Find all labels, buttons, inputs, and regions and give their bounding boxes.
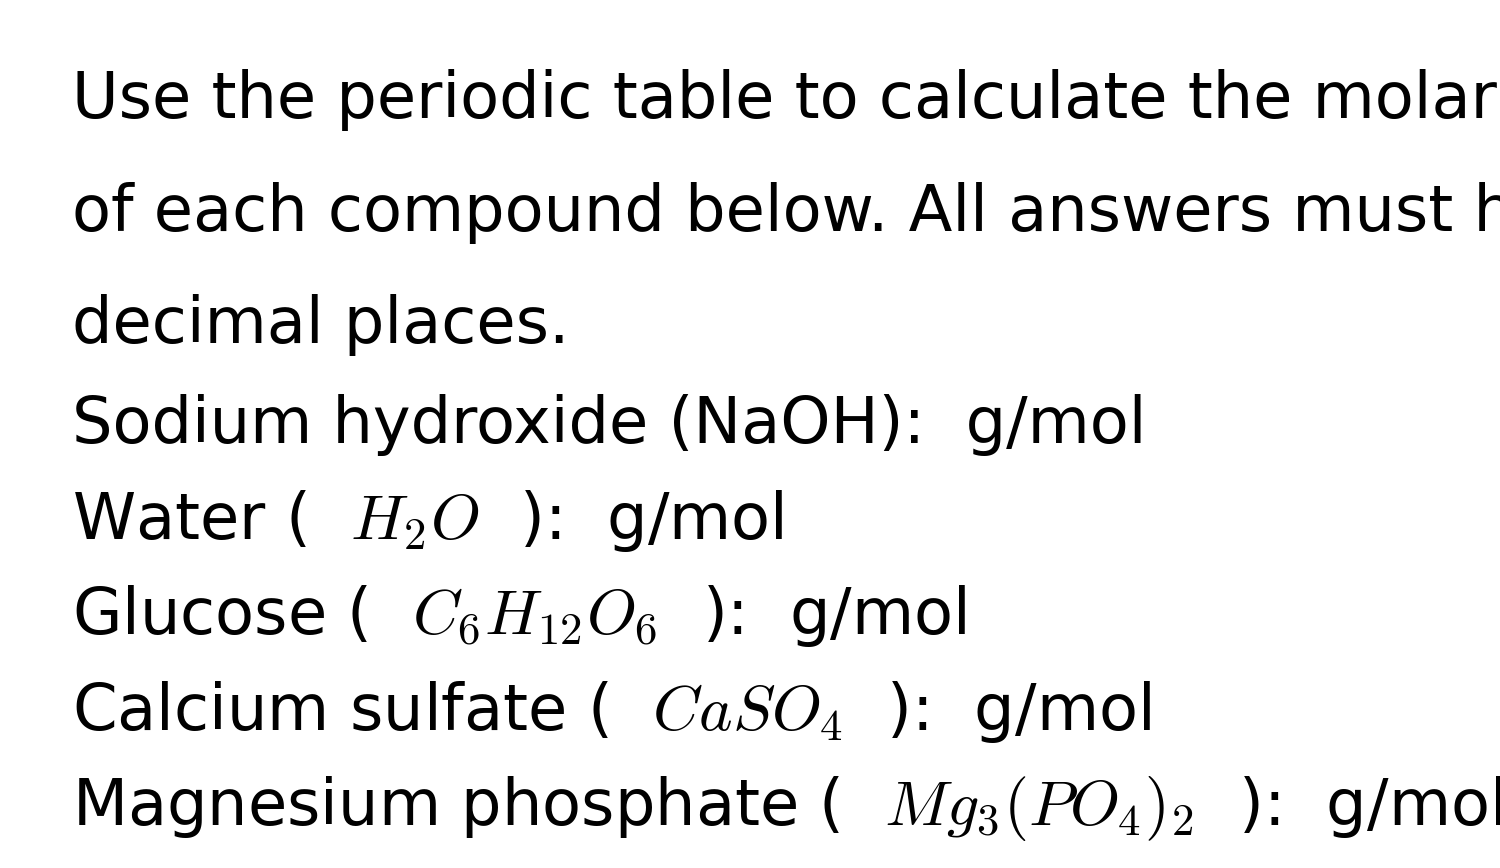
Text: Calcium sulfate (  $CaSO_4$  ):  g/mol: Calcium sulfate ( $CaSO_4$ ): g/mol xyxy=(72,679,1150,745)
Text: decimal places.: decimal places. xyxy=(72,294,570,357)
Text: Glucose (  $C_6H_{12}O_6$  ):  g/mol: Glucose ( $C_6H_{12}O_6$ ): g/mol xyxy=(72,583,966,649)
Text: Water (  $H_2O$  ):  g/mol: Water ( $H_2O$ ): g/mol xyxy=(72,488,783,554)
Text: Use the periodic table to calculate the molar mass: Use the periodic table to calculate the … xyxy=(72,69,1500,131)
Text: Magnesium phosphate (  $Mg_3(PO_4)_2$  ):  g/mol: Magnesium phosphate ( $Mg_3(PO_4)_2$ ): … xyxy=(72,774,1500,844)
Text: Sodium hydroxide (NaOH):  g/mol: Sodium hydroxide (NaOH): g/mol xyxy=(72,394,1146,457)
Text: of each compound below. All answers must have 2: of each compound below. All answers must… xyxy=(72,181,1500,244)
